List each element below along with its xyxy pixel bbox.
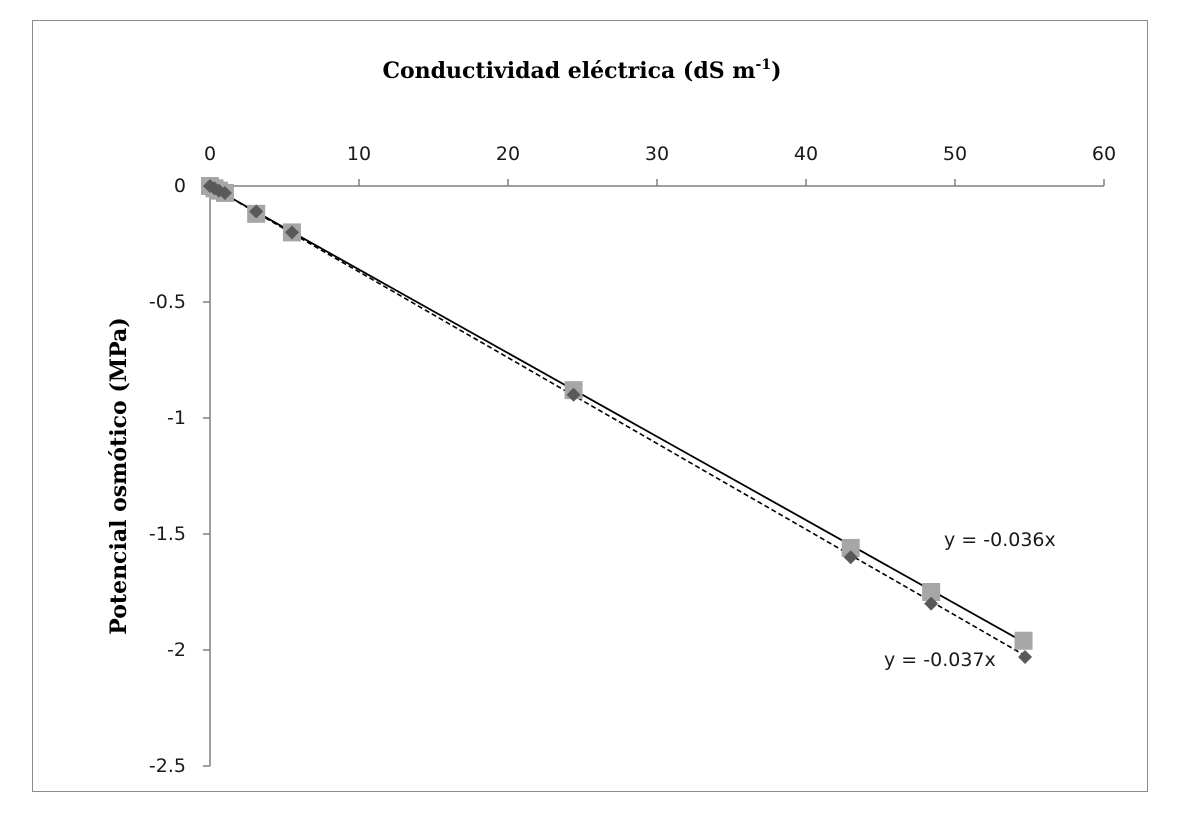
- y-axis-title: Potencial osmótico (MPa): [106, 317, 132, 634]
- data-points: [201, 177, 1033, 664]
- x-tick-label: 20: [496, 143, 520, 165]
- y-tick-label: -0.5: [149, 291, 186, 313]
- trendline-solid: [209, 185, 1024, 643]
- x-axis-title: Conductividad eléctrica (dS m-1): [382, 57, 781, 84]
- x-tick-label: 30: [645, 143, 669, 165]
- trendlines: [209, 185, 1026, 657]
- x-tick-label: 10: [347, 143, 371, 165]
- y-tick-label: -2.5: [149, 755, 186, 777]
- y-tick-label: -1.5: [149, 523, 186, 545]
- square-point: [922, 583, 941, 601]
- x-tick-label: 50: [943, 143, 967, 165]
- x-tick-label: 0: [204, 143, 216, 165]
- y-tick-label: -2: [167, 639, 186, 661]
- square-point: [1014, 631, 1033, 650]
- diamond-point: [249, 204, 264, 219]
- chart-text: Conductividad eléctrica (dS m-1) Potenci…: [106, 57, 1056, 671]
- trendline-equation-solid: y = -0.036x: [944, 529, 1056, 551]
- diamond-point: [566, 387, 581, 402]
- square-point: [841, 538, 860, 557]
- diamond-point: [924, 596, 939, 611]
- axes: 0 10 20 30 40 50 60 0 -0.5 -1 -1.5 -2 -2.5: [149, 143, 1116, 777]
- y-tick-label: 0: [174, 175, 186, 197]
- diamond-point: [1018, 649, 1033, 664]
- chart-frame: [32, 20, 1148, 792]
- diamond-point: [843, 550, 858, 565]
- x-tick-label: 60: [1092, 143, 1116, 165]
- diamond-point: [217, 185, 232, 200]
- trendline-dashed: [209, 185, 1026, 657]
- x-tick-label: 40: [794, 143, 818, 165]
- trendline-equation-dashed: y = -0.037x: [884, 649, 996, 671]
- y-tick-label: -1: [167, 407, 186, 429]
- diamond-point: [284, 225, 299, 240]
